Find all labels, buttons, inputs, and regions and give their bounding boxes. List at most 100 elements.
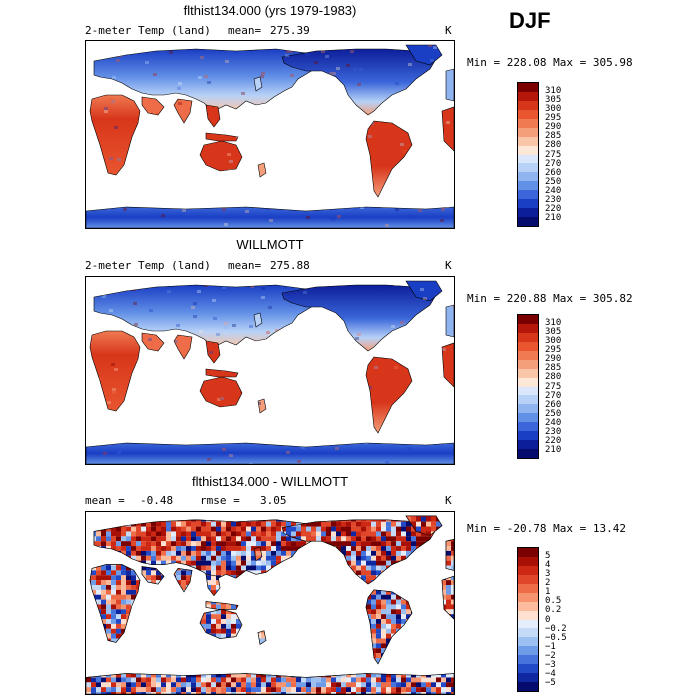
land-nz [257, 398, 267, 414]
panel1-mean-value: 275.39 [270, 24, 310, 37]
panel3-mean-value: -0.48 [140, 494, 173, 507]
colorbar-label: 230 [545, 195, 561, 205]
panel1-units: K [445, 24, 452, 37]
panel1-title: flthist134.000 (yrs 1979-1983) [85, 3, 455, 18]
colorbar-label: 285 [545, 131, 561, 141]
colorbar-swatch [518, 592, 538, 602]
colorbar-swatch [518, 377, 538, 387]
colorbar-label: 210 [545, 445, 561, 455]
colorbar-label: −3 [545, 660, 556, 670]
colorbar-swatch [518, 619, 538, 629]
colorbar-swatch [518, 109, 538, 119]
colorbar-swatch [518, 610, 538, 620]
land-seasia [205, 104, 221, 128]
panel2-title: WILLMOTT [85, 237, 455, 252]
colorbar-label: −2 [545, 651, 556, 661]
colorbar-swatch [518, 350, 538, 360]
land-indonesia [205, 368, 239, 378]
panel3-map [85, 511, 455, 695]
colorbar-swatch [518, 440, 538, 450]
colorbar-swatch [518, 628, 538, 638]
colorbar-swatch [518, 118, 538, 128]
colorbar-label: 1 [545, 587, 550, 597]
land-samerica [365, 120, 413, 198]
panel1-map-svg [86, 44, 454, 228]
panel3-colorbar-labels: 5 4 3 2 1 0.5 0.2 0 −0.2 −0.5 −1 −2 −3 −4 −5 [545, 547, 585, 692]
colorbar-swatch [518, 583, 538, 593]
land-namerica [281, 284, 437, 352]
panel2-colorbar-labels: 310 305 300 295 290 285 280 275 270 260 250 240 230 2… [545, 314, 585, 459]
panel2-colorbar [517, 314, 539, 459]
land-samerica [365, 356, 413, 434]
colorbar-label: 2 [545, 578, 550, 588]
panel1-mean-label: mean= [228, 24, 261, 37]
land-nz [257, 162, 267, 178]
land-japan [253, 312, 263, 328]
colorbar-swatch [518, 673, 538, 683]
land-india [173, 98, 193, 124]
land-africaEast [441, 106, 454, 152]
colorbar-swatch [518, 145, 538, 155]
colorbar-swatch [518, 315, 538, 324]
land-india [173, 334, 193, 360]
panel2-mean-label: mean= [228, 259, 261, 272]
colorbar-label: 250 [545, 409, 561, 419]
colorbar-label: 285 [545, 363, 561, 373]
colorbar-label: −1 [545, 642, 556, 652]
colorbar-swatch [518, 404, 538, 414]
panel3-rmse-label: rmse = [200, 494, 240, 507]
colorbar-swatch [518, 637, 538, 647]
colorbar-swatch [518, 163, 538, 173]
colorbar-label: 0.5 [545, 596, 561, 606]
colorbar-swatch [518, 181, 538, 191]
colorbar-label: 240 [545, 186, 561, 196]
panel2-map [85, 276, 455, 465]
panel2-subtitle: 2-meter Temp (land) [85, 259, 211, 272]
colorbar-swatch [518, 449, 538, 458]
colorbar-label: −0.5 [545, 633, 567, 643]
panel2-units: K [445, 259, 452, 272]
colorbar-label: 290 [545, 354, 561, 364]
land-africa [89, 330, 141, 412]
colorbar-label: 0.2 [545, 605, 561, 615]
panel3-colorbar [517, 547, 539, 692]
colorbar-label: 270 [545, 159, 561, 169]
colorbar-label: 295 [545, 113, 561, 123]
colorbar-swatch [518, 664, 538, 674]
colorbar-swatch [518, 100, 538, 110]
colorbar-label: 300 [545, 104, 561, 114]
panel3-mean-label: mean = [85, 494, 125, 507]
land-australia [199, 140, 243, 172]
colorbar-swatch [518, 190, 538, 200]
colorbar-swatch [518, 565, 538, 575]
colorbar-label: 3 [545, 569, 550, 579]
panel1-subtitle: 2-meter Temp (land) [85, 24, 211, 37]
colorbar-swatch [518, 655, 538, 665]
colorbar-label: 240 [545, 418, 561, 428]
colorbar-swatch [518, 91, 538, 101]
colorbar-swatch [518, 154, 538, 164]
colorbar-label: 210 [545, 213, 561, 223]
land-namerica [281, 48, 437, 116]
panel1-map [85, 40, 455, 229]
colorbar-swatch [518, 359, 538, 369]
colorbar-swatch [518, 682, 538, 691]
colorbar-label: 290 [545, 122, 561, 132]
colorbar-label: −0.2 [545, 624, 567, 634]
colorbar-label: 270 [545, 391, 561, 401]
colorbar-swatch [518, 368, 538, 378]
land-eurWest [445, 68, 454, 102]
colorbar-label: 220 [545, 204, 561, 214]
colorbar-label: 230 [545, 427, 561, 437]
panel3-rmse-value: 3.05 [260, 494, 287, 507]
colorbar-label: 0 [545, 615, 550, 625]
panel1-minmax: Min = 228.08 Max = 305.98 [467, 56, 633, 69]
colorbar-swatch [518, 172, 538, 182]
panel1-colorbar [517, 82, 539, 227]
colorbar-label: −5 [545, 678, 556, 688]
colorbar-swatch [518, 413, 538, 423]
colorbar-label: 310 [545, 86, 561, 96]
land-indonesia [205, 132, 239, 142]
colorbar-label: 4 [545, 560, 550, 570]
land-seasia [205, 340, 221, 364]
